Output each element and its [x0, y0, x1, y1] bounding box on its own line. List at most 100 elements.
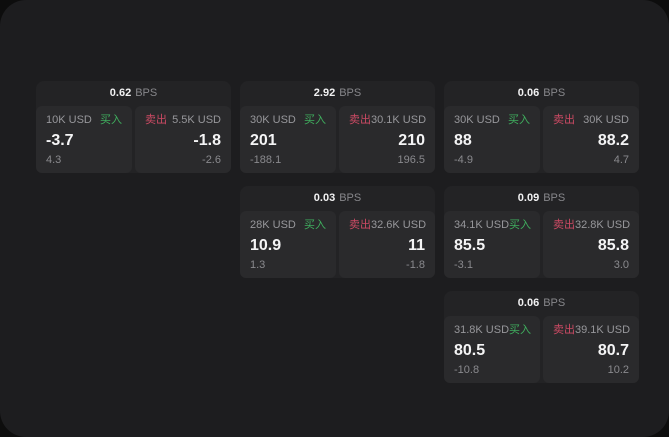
buy-price-value: -3.7: [46, 131, 74, 149]
sell-amount-label: 30K USD: [583, 114, 629, 126]
card-header: 2.92 BPS: [240, 81, 435, 106]
sell-delta-value: -2.6: [202, 154, 221, 166]
bps-card: 0.03 BPS 28K USD 买入 10.9 1.3 卖出 32.6K US…: [240, 186, 435, 278]
buy-amount-label: 10K USD: [46, 114, 92, 126]
buy-amount-label: 30K USD: [250, 114, 296, 126]
buy-label: 买入: [304, 219, 326, 231]
buy-delta-value: -188.1: [250, 154, 282, 166]
buy-delta-value: -10.8: [454, 364, 480, 376]
sell-delta-value: 10.2: [607, 364, 629, 376]
buy-price-value: 80.5: [454, 341, 486, 359]
buy-sell-panels: 30K USD 买入 201 -188.1 卖出 30.1K USD 210 1…: [240, 106, 435, 173]
buy-sell-panels: 30K USD 买入 88 -4.9 卖出 30K USD 88.2 4.7: [444, 106, 639, 173]
buy-panel-top: 28K USD 买入: [250, 219, 326, 231]
card-header: 0.09 BPS: [444, 186, 639, 211]
bps-value: 0.06: [517, 87, 540, 99]
bps-card: 0.62 BPS 10K USD 买入 -3.7 4.3 卖出 5.5K USD…: [36, 81, 231, 173]
buy-panel-top: 34.1K USD 买入: [454, 219, 532, 231]
sell-amount-label: 30.1K USD: [371, 114, 427, 126]
bps-card: 0.09 BPS 34.1K USD 买入 85.5 -3.1 卖出 32.8K…: [444, 186, 639, 278]
card-header: 0.03 BPS: [240, 186, 435, 211]
buy-panel[interactable]: 30K USD 买入 201 -188.1: [240, 106, 336, 173]
sell-panel[interactable]: 卖出 30.1K USD 210 196.5: [339, 106, 435, 173]
buy-panel-top: 31.8K USD 买入: [454, 324, 532, 336]
sell-label: 卖出: [145, 114, 167, 126]
buy-label: 买入: [509, 219, 532, 231]
buy-label: 买入: [509, 324, 532, 336]
sell-panel[interactable]: 卖出 30K USD 88.2 4.7: [543, 106, 639, 173]
buy-amount-label: 30K USD: [454, 114, 500, 126]
bps-card: 0.06 BPS 31.8K USD 买入 80.5 -10.8 卖出 39.1…: [444, 291, 639, 383]
buy-panel[interactable]: 31.8K USD 买入 80.5 -10.8: [444, 316, 540, 383]
buy-panel[interactable]: 30K USD 买入 88 -4.9: [444, 106, 540, 173]
sell-delta-value: 3.0: [613, 259, 629, 271]
buy-price-value: 201: [250, 131, 277, 149]
buy-amount-label: 34.1K USD: [454, 219, 510, 231]
buy-price-value: 85.5: [454, 236, 486, 254]
buy-label: 买入: [508, 114, 530, 126]
buy-panel-top: 30K USD 买入: [250, 114, 326, 126]
sell-label: 卖出: [553, 219, 575, 231]
sell-price-value: 85.8: [597, 236, 629, 254]
sell-panel-top: 卖出 32.8K USD: [553, 219, 631, 231]
sell-amount-label: 32.8K USD: [575, 219, 631, 231]
buy-delta-value: 1.3: [250, 259, 266, 271]
card-header: 0.06 BPS: [444, 81, 639, 106]
buy-label: 买入: [100, 114, 122, 126]
bps-unit-label: BPS: [543, 87, 566, 99]
sell-label: 卖出: [349, 219, 371, 231]
sell-label: 卖出: [349, 114, 371, 126]
buy-sell-panels: 34.1K USD 买入 85.5 -3.1 卖出 32.8K USD 85.8…: [444, 211, 639, 278]
sell-panel-top: 卖出 30K USD: [553, 114, 629, 126]
buy-panel-top: 30K USD 买入: [454, 114, 530, 126]
sell-panel-top: 卖出 32.6K USD: [349, 219, 427, 231]
buy-panel[interactable]: 34.1K USD 买入 85.5 -3.1: [444, 211, 540, 278]
sell-panel[interactable]: 卖出 32.8K USD 85.8 3.0: [543, 211, 639, 278]
buy-price-value: 10.9: [250, 236, 282, 254]
sell-amount-label: 32.6K USD: [371, 219, 427, 231]
bps-value: 0.06: [517, 297, 540, 309]
buy-sell-panels: 31.8K USD 买入 80.5 -10.8 卖出 39.1K USD 80.…: [444, 316, 639, 383]
bps-unit-label: BPS: [543, 192, 566, 204]
buy-price-value: 88: [454, 131, 472, 149]
sell-delta-value: 196.5: [397, 154, 425, 166]
sell-panel[interactable]: 卖出 39.1K USD 80.7 10.2: [543, 316, 639, 383]
sell-price-value: 11: [408, 236, 425, 254]
buy-sell-panels: 28K USD 买入 10.9 1.3 卖出 32.6K USD 11 -1.8: [240, 211, 435, 278]
buy-panel-top: 10K USD 买入: [46, 114, 122, 126]
cards-grid: 0.62 BPS 10K USD 买入 -3.7 4.3 卖出 5.5K USD…: [36, 81, 639, 383]
bps-unit-label: BPS: [543, 297, 566, 309]
bps-unit-label: BPS: [339, 87, 362, 99]
bps-card: 0.06 BPS 30K USD 买入 88 -4.9 卖出 30K USD 8…: [444, 81, 639, 173]
buy-delta-value: 4.3: [46, 154, 62, 166]
sell-amount-label: 39.1K USD: [575, 324, 631, 336]
bps-card: 2.92 BPS 30K USD 买入 201 -188.1 卖出 30.1K …: [240, 81, 435, 173]
sell-panel-top: 卖出 5.5K USD: [145, 114, 221, 126]
buy-delta-value: -3.1: [454, 259, 473, 271]
sell-delta-value: 4.7: [613, 154, 629, 166]
card-header: 0.06 BPS: [444, 291, 639, 316]
bps-value: 0.09: [517, 192, 540, 204]
sell-amount-label: 5.5K USD: [172, 114, 221, 126]
bps-value: 0.62: [109, 87, 132, 99]
bps-unit-label: BPS: [135, 87, 158, 99]
sell-delta-value: -1.8: [406, 259, 425, 271]
sell-price-value: 80.7: [597, 341, 629, 359]
sell-price-value: -1.8: [193, 131, 221, 149]
buy-sell-panels: 10K USD 买入 -3.7 4.3 卖出 5.5K USD -1.8 -2.…: [36, 106, 231, 173]
sell-panel[interactable]: 卖出 32.6K USD 11 -1.8: [339, 211, 435, 278]
bps-unit-label: BPS: [339, 192, 362, 204]
bps-value: 2.92: [313, 87, 336, 99]
sell-label: 卖出: [553, 324, 575, 336]
buy-delta-value: -4.9: [454, 154, 473, 166]
sell-price-value: 210: [398, 131, 425, 149]
buy-amount-label: 28K USD: [250, 219, 296, 231]
sell-panel-top: 卖出 30.1K USD: [349, 114, 427, 126]
bps-value: 0.03: [313, 192, 336, 204]
card-header: 0.62 BPS: [36, 81, 231, 106]
sell-price-value: 88.2: [597, 131, 629, 149]
buy-panel[interactable]: 10K USD 买入 -3.7 4.3: [36, 106, 132, 173]
sell-panel[interactable]: 卖出 5.5K USD -1.8 -2.6: [135, 106, 231, 173]
buy-panel[interactable]: 28K USD 买入 10.9 1.3: [240, 211, 336, 278]
